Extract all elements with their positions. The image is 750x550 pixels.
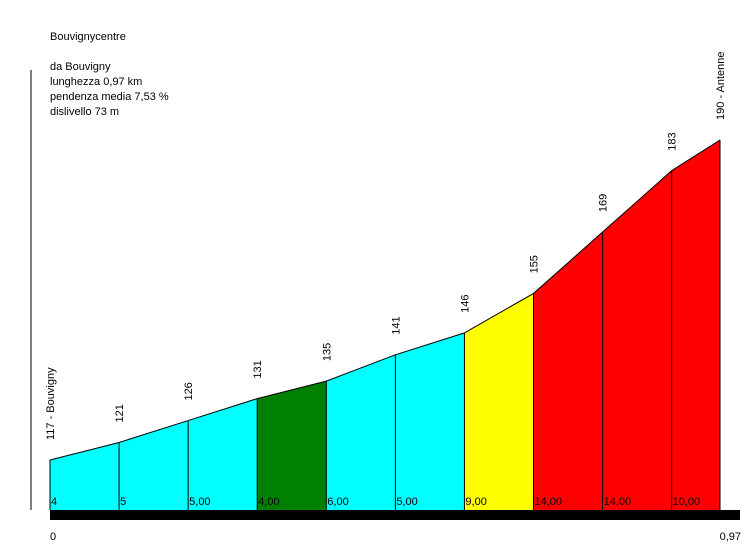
x-start-label: 0 [50, 531, 56, 543]
gradient-label: 5 [120, 496, 126, 508]
start-location: da Bouvigny [50, 61, 111, 73]
gradient-label: 5,00 [396, 496, 417, 508]
gradient-label: 14,00 [535, 496, 563, 508]
gradient-segment [50, 442, 120, 510]
elevation-gain: dislivello 73 m [50, 106, 120, 118]
elevation-label: 183 [667, 132, 679, 150]
elevation-labels: 117 - Bouvigny 121 126 131 135 141 146 155 169 18… [45, 51, 727, 440]
x-end-label: 0,97 [720, 531, 741, 543]
elevation-label: 131 [252, 360, 264, 378]
gradient-label: 4 [51, 496, 57, 508]
gradient-label: 9,00 [465, 496, 486, 508]
gradient-segment [671, 140, 720, 510]
gradient-segment [188, 398, 258, 510]
elevation-label: 126 [183, 382, 195, 400]
gradient-label: 6,00 [327, 496, 348, 508]
gradient-segment [464, 293, 534, 510]
elevation-label: 190 - Antenne [715, 51, 727, 120]
elevation-label: 146 [459, 295, 471, 313]
gradient-segment [257, 381, 327, 510]
elevation-label: 141 [390, 316, 402, 334]
elevation-label: 135 [321, 343, 333, 361]
elevation-label: 121 [114, 404, 126, 422]
gradient-label: 4,00 [258, 496, 279, 508]
segment-dividers [49, 139, 721, 510]
gradient-segment [395, 332, 465, 510]
average-gradient: pendenza media 7,53 % [50, 91, 169, 103]
gradient-labels: 4 5 5,00 4,00 6,00 5,00 9,00 14,00 14,00 10,00 [51, 496, 700, 508]
gradient-segment [602, 170, 672, 510]
profile-title: Bouvignycentre [50, 31, 126, 43]
gradient-label: 5,00 [189, 496, 210, 508]
elevation-label: 155 [529, 255, 541, 273]
gradient-segments [50, 140, 720, 510]
gradient-segment [326, 354, 396, 510]
gradient-segment [533, 232, 603, 510]
gradient-segment [119, 420, 189, 510]
elevation-label: 117 - Bouvigny [45, 367, 57, 440]
climb-length: lunghezza 0,97 km [50, 76, 143, 88]
gradient-label: 14,00 [604, 496, 632, 508]
gradient-label: 10,00 [673, 496, 701, 508]
elevation-label: 169 [598, 194, 610, 212]
distance-axis-bar [50, 510, 740, 520]
